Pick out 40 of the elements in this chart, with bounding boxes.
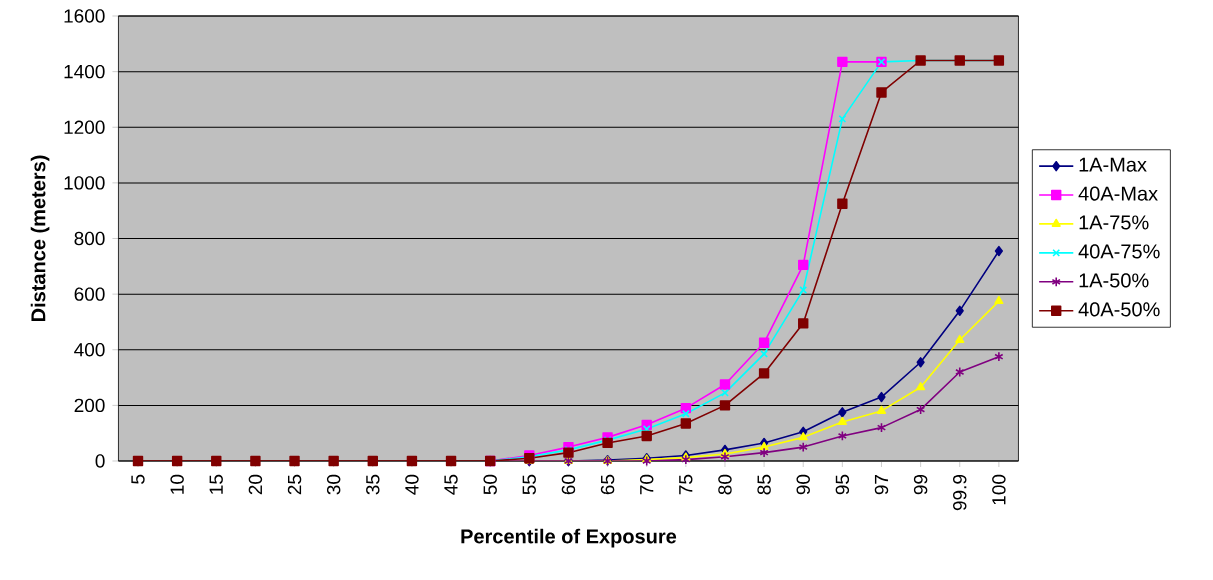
x-tick-label: 50 [483, 474, 497, 495]
y-tick-label: 1400 [64, 64, 105, 79]
x-tick-label: 70 [639, 474, 654, 495]
x-tick-label: 75 [679, 474, 693, 495]
legend-label: 40A-50% [1078, 302, 1160, 317]
legend-label: 1A-Max [1079, 157, 1147, 172]
x-tick-label: 45 [444, 474, 458, 495]
x-tick-label: 10 [170, 474, 184, 494]
x-tick-label: 99.9 [953, 474, 967, 511]
y-tick-label: 600 [74, 287, 105, 301]
y-tick-label: 1200 [64, 120, 105, 134]
x-tick-label: 90 [796, 474, 810, 495]
x-tick-label: 35 [366, 474, 380, 495]
legend-label: 1A-75% [1079, 215, 1149, 230]
x-tick-label: 55 [522, 474, 536, 495]
x-tick-label: 15 [209, 474, 223, 494]
y-axis-title: Distance (meters) [30, 155, 50, 322]
y-tick-label: 200 [74, 398, 105, 413]
x-tick-label: 60 [561, 474, 576, 495]
x-tick-label: 25 [287, 474, 302, 495]
y-tick-label: 1600 [64, 9, 105, 23]
x-tick-label: 40 [405, 474, 419, 495]
legend-label: 40A-Max [1078, 186, 1158, 201]
y-tick-label: 800 [74, 231, 105, 246]
x-tick-label: 5 [131, 474, 145, 484]
x-tick-label: 65 [600, 474, 615, 495]
y-tick-label: 1000 [64, 176, 105, 190]
x-axis-title: Percentile of Exposure [461, 528, 677, 548]
x-tick-label: 30 [326, 474, 341, 495]
legend-label: 1A-50% [1079, 273, 1149, 288]
x-tick-label: 20 [248, 474, 263, 495]
x-tick-label: 85 [757, 474, 771, 495]
x-tick-label: 80 [718, 474, 732, 495]
y-tick-label: 400 [74, 343, 105, 357]
x-tick-label: 95 [835, 474, 850, 495]
x-tick-label: 99 [913, 474, 928, 495]
x-tick-label: 97 [874, 475, 889, 495]
x-tick-label: 100 [992, 474, 1006, 505]
y-tick-label: 0 [95, 454, 105, 468]
legend-label: 40A-75% [1078, 244, 1160, 259]
